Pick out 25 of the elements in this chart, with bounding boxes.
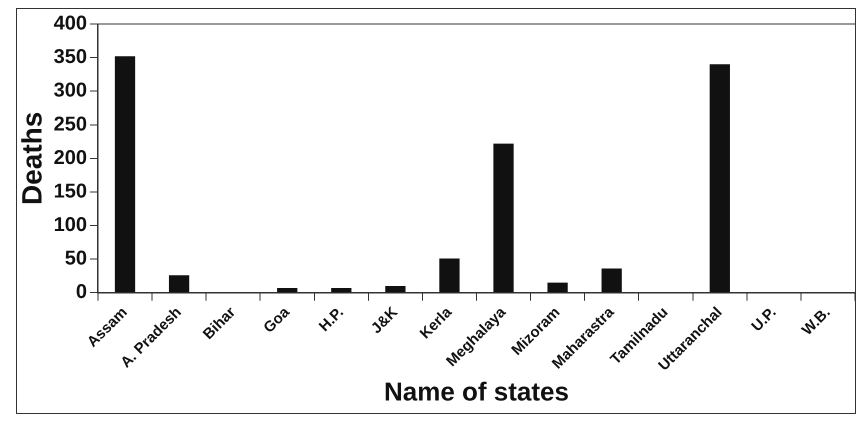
x-tick-label: U.P.: [748, 304, 780, 336]
y-tick-label: 0: [76, 281, 87, 304]
y-tick-label: 400: [54, 12, 87, 35]
x-tick-label: Goa: [260, 303, 294, 336]
y-tick-label: 250: [54, 113, 87, 136]
x-tick-label: H.P.: [316, 304, 348, 336]
x-tick-label: W.B.: [798, 304, 834, 339]
y-tick-label: 100: [54, 214, 87, 236]
y-tick-label: 150: [54, 180, 87, 202]
bar: [547, 282, 568, 292]
x-axis-title: Name of states: [384, 376, 569, 407]
bar: [385, 286, 406, 292]
y-tick-label: 200: [54, 146, 87, 169]
bar: [277, 288, 298, 292]
bar: [168, 275, 190, 292]
bar: [710, 64, 730, 292]
y-tick-label: 300: [54, 80, 87, 102]
bar: [331, 288, 352, 292]
bar: [114, 56, 136, 292]
y-tick-label: 350: [54, 46, 87, 68]
bar: [439, 258, 460, 292]
y-tick-label: 50: [64, 248, 87, 270]
bar: [493, 144, 514, 292]
y-axis-title: Deaths: [16, 112, 48, 206]
bar: [602, 268, 622, 292]
